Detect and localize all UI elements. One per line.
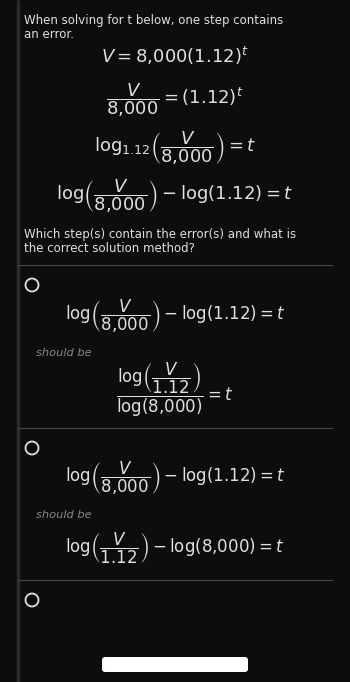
- Text: Which step(s) contain the error(s) and what is: Which step(s) contain the error(s) and w…: [24, 228, 296, 241]
- Text: the correct solution method?: the correct solution method?: [24, 242, 195, 255]
- Text: When solving for t below, one step contains: When solving for t below, one step conta…: [24, 14, 283, 27]
- Text: $\log\!\left(\dfrac{V}{8{,}000}\right) - \log(1.12) = t$: $\log\!\left(\dfrac{V}{8{,}000}\right) -…: [65, 297, 285, 335]
- Text: $\log_{1.12}\!\left(\dfrac{V}{8{,}000}\right) = t$: $\log_{1.12}\!\left(\dfrac{V}{8{,}000}\r…: [94, 129, 256, 167]
- Text: $\log\!\left(\dfrac{V}{1.12}\right) - \log(8{,}000) = t$: $\log\!\left(\dfrac{V}{1.12}\right) - \l…: [65, 531, 285, 565]
- Text: $\log\!\left(\dfrac{V}{8{,}000}\right) - \log(1.12) = t$: $\log\!\left(\dfrac{V}{8{,}000}\right) -…: [65, 460, 285, 496]
- Text: $\log\!\left(\dfrac{V}{8{,}000}\right) - \log(1.12) = t$: $\log\!\left(\dfrac{V}{8{,}000}\right) -…: [56, 177, 294, 215]
- Text: should be: should be: [36, 348, 92, 358]
- Text: should be: should be: [36, 510, 92, 520]
- Text: an error.: an error.: [24, 28, 74, 41]
- Text: $\dfrac{V}{8{,}000} = (1.12)^{t}$: $\dfrac{V}{8{,}000} = (1.12)^{t}$: [106, 81, 244, 119]
- Text: $\dfrac{\log\!\left(\dfrac{V}{1.12}\right)}{\log(8{,}000)} = t$: $\dfrac{\log\!\left(\dfrac{V}{1.12}\righ…: [116, 361, 234, 419]
- FancyBboxPatch shape: [102, 657, 248, 672]
- Text: $V = 8{,}000(1.12)^{t}$: $V = 8{,}000(1.12)^{t}$: [101, 45, 249, 67]
